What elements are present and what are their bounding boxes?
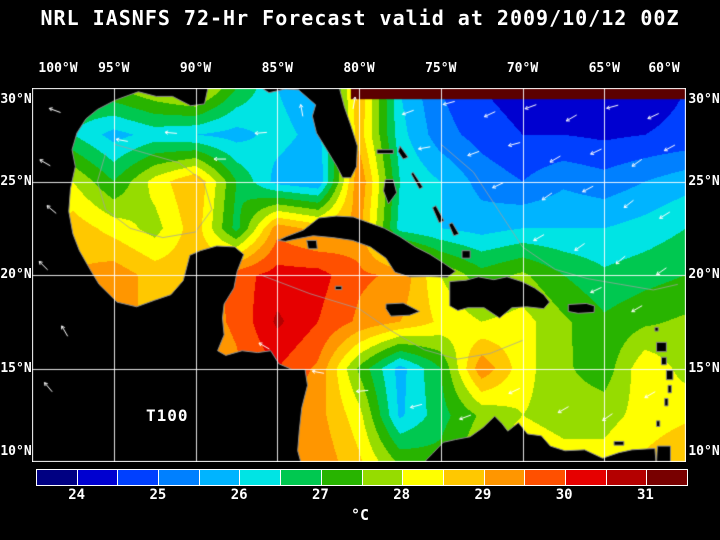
colorbar-segment — [565, 470, 606, 485]
colorbar-tick-label: 25 — [149, 487, 167, 503]
colorbar-segment — [443, 470, 484, 485]
colorbar-segment — [321, 470, 362, 485]
colorbar-segment — [647, 470, 687, 485]
colorbar-segment — [362, 470, 403, 485]
colorbar-segment — [484, 470, 525, 485]
lon-tick-label: 95°W — [98, 61, 130, 76]
colorbar-unit-label: °C — [350, 506, 370, 524]
lat-tick-label: 25°N — [688, 173, 720, 189]
colorbar-segment — [199, 470, 240, 485]
lon-tick-label: 60°W — [648, 61, 680, 76]
lon-tick-label: 75°W — [425, 61, 457, 76]
colorbar-segment — [37, 470, 77, 485]
colorbar-tick-label: 26 — [230, 487, 248, 503]
colorbar-tick-label: 30 — [555, 487, 573, 503]
lon-tick-label: 90°W — [179, 61, 212, 76]
lon-tick-label: 65°W — [588, 61, 620, 76]
depth-label: T100 — [146, 406, 189, 425]
colorbar-tick-label: 31 — [636, 487, 654, 503]
colorbar-tick-label: 29 — [474, 487, 492, 503]
colorbar-segment — [159, 470, 199, 485]
colorbar-tick-label: 27 — [311, 487, 329, 503]
colorbar-segment — [606, 470, 647, 485]
longitude-axis: 100°W 95°W 90°W 85°W 80°W 75°W 70°W 65°W 60°W — [0, 61, 720, 79]
lat-tick-label: 30°N — [688, 92, 720, 107]
lat-tick-label: 30°N — [0, 92, 32, 107]
colorbar-segment — [403, 470, 443, 485]
temperature-field-canvas — [32, 88, 686, 462]
colorbar-segment — [281, 470, 321, 485]
colorbar-segment — [240, 470, 281, 485]
lat-tick-label: 10°N — [688, 444, 720, 459]
colorbar-segment — [77, 470, 118, 485]
lat-tick-label: 20°N — [688, 267, 720, 282]
colorbar-tick-label: 24 — [68, 487, 86, 503]
colorbar-tick-label: 28 — [393, 487, 411, 503]
figure-title: NRL IASNFS 72-Hr Forecast valid at 2009/… — [40, 6, 680, 30]
lat-tick-label: 20°N — [0, 267, 32, 282]
lat-tick-label: 25°N — [0, 173, 32, 189]
lon-tick-label: 70°W — [506, 61, 539, 76]
lon-tick-label: 85°W — [261, 61, 293, 76]
colorbar-segment — [118, 470, 159, 485]
lon-tick-label: 100°W — [38, 61, 78, 76]
lon-tick-label: 80°W — [343, 61, 375, 76]
colorbar-segment — [525, 470, 565, 485]
lat-tick-label: 15°N — [688, 360, 720, 376]
colorbar — [36, 469, 688, 486]
lat-tick-label: 15°N — [0, 360, 32, 376]
lat-tick-label: 10°N — [0, 444, 32, 459]
